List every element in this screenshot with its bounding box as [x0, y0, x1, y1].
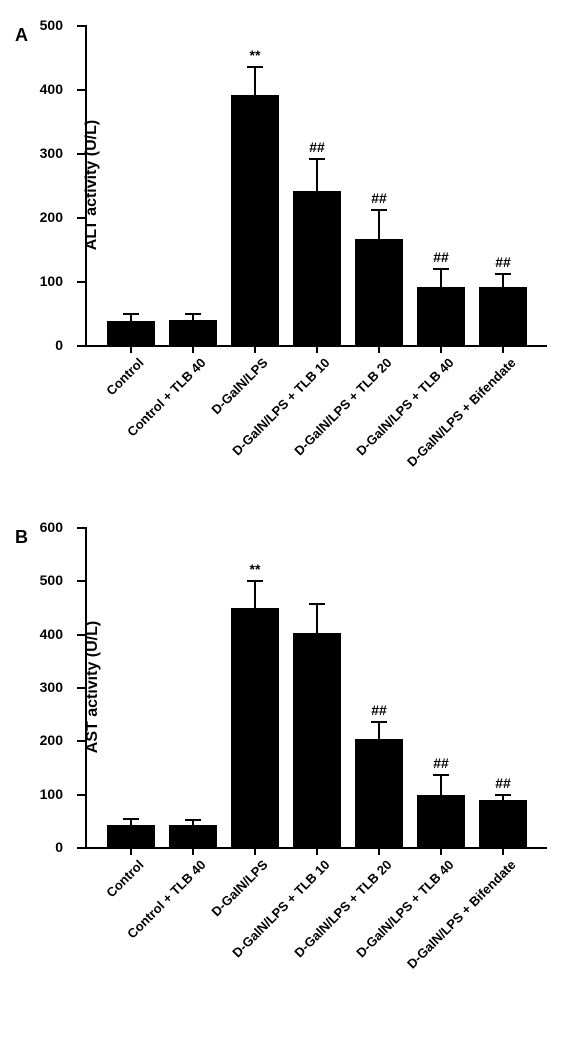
significance-label: ** [250, 561, 261, 577]
y-tick-label: 400 [40, 626, 63, 642]
x-tick [192, 345, 194, 353]
chart-a: AALT activity (U/L)0100200300400500**###… [10, 25, 575, 487]
error-cap [247, 580, 263, 582]
bar [293, 633, 341, 847]
y-tick-label: 300 [40, 145, 63, 161]
x-tick [316, 345, 318, 353]
y-tick [77, 89, 87, 91]
bar [107, 825, 155, 847]
y-tick-label: 200 [40, 732, 63, 748]
significance-label: ## [495, 775, 511, 791]
error-cap [371, 209, 387, 211]
y-tick-label: 500 [40, 17, 63, 33]
x-tick [192, 847, 194, 855]
y-tick-label: 300 [40, 679, 63, 695]
y-tick [77, 527, 87, 529]
error-cap [433, 268, 449, 270]
x-tick [378, 345, 380, 353]
error-bar [316, 159, 318, 190]
plot-area: ALT activity (U/L)0100200300400500**####… [85, 25, 547, 347]
error-bar [130, 314, 132, 321]
significance-label: ## [371, 190, 387, 206]
chart-b: B AST activity (U/L)0100200300400500600**… [10, 527, 575, 989]
bar [355, 739, 403, 847]
significance-label: ## [309, 139, 325, 155]
x-tick [316, 847, 318, 855]
error-cap [371, 721, 387, 723]
x-tick [440, 345, 442, 353]
y-tick [77, 345, 87, 347]
x-tick [254, 345, 256, 353]
panel-label: B [15, 527, 28, 548]
bars: ** ## ## ## ## [87, 25, 547, 345]
y-tick [77, 687, 87, 689]
error-bar [378, 210, 380, 239]
y-tick [77, 847, 87, 849]
error-bar [316, 604, 318, 632]
y-tick-label: 0 [55, 337, 63, 353]
x-tick [378, 847, 380, 855]
error-cap [123, 313, 139, 315]
error-bar [254, 581, 256, 608]
panel-label: A [15, 25, 28, 46]
error-bar [440, 269, 442, 288]
y-tick [77, 740, 87, 742]
x-tick [254, 847, 256, 855]
y-tick [77, 217, 87, 219]
error-bar [502, 274, 504, 287]
y-tick-label: 100 [40, 786, 63, 802]
bar [479, 287, 527, 345]
error-cap [309, 158, 325, 160]
bar [417, 287, 465, 345]
x-tick [130, 345, 132, 353]
bars: ** ## ## ## [87, 527, 547, 847]
bar [479, 800, 527, 847]
x-tick [502, 345, 504, 353]
bar [293, 191, 341, 345]
significance-label: ## [433, 755, 449, 771]
y-tick-label: 400 [40, 81, 63, 97]
bar [169, 825, 217, 847]
bar [107, 321, 155, 345]
error-bar [254, 67, 256, 96]
y-tick-label: 200 [40, 209, 63, 225]
y-tick [77, 794, 87, 796]
y-tick [77, 634, 87, 636]
y-tick [77, 580, 87, 582]
y-tick-label: 100 [40, 273, 63, 289]
y-tick-label: 600 [40, 519, 63, 535]
error-bar [440, 775, 442, 795]
plot-area: AST activity (U/L)0100200300400500600**#… [85, 527, 547, 849]
error-cap [185, 819, 201, 821]
error-cap [123, 818, 139, 820]
y-tick [77, 153, 87, 155]
bar [231, 95, 279, 345]
x-tick [130, 847, 132, 855]
bar [355, 239, 403, 345]
significance-label: ## [371, 702, 387, 718]
significance-label: ## [433, 249, 449, 265]
y-tick [77, 281, 87, 283]
x-tick [440, 847, 442, 855]
error-cap [495, 273, 511, 275]
error-cap [309, 603, 325, 605]
significance-label: ## [495, 254, 511, 270]
y-tick [77, 25, 87, 27]
y-tick-label: 500 [40, 572, 63, 588]
error-cap [495, 794, 511, 796]
error-cap [247, 66, 263, 68]
error-cap [433, 774, 449, 776]
significance-label: ** [250, 47, 261, 63]
bar [169, 320, 217, 345]
error-cap [185, 313, 201, 315]
y-tick-label: 0 [55, 839, 63, 855]
bar [417, 795, 465, 847]
x-tick [502, 847, 504, 855]
bar [231, 608, 279, 847]
error-bar [378, 722, 380, 739]
